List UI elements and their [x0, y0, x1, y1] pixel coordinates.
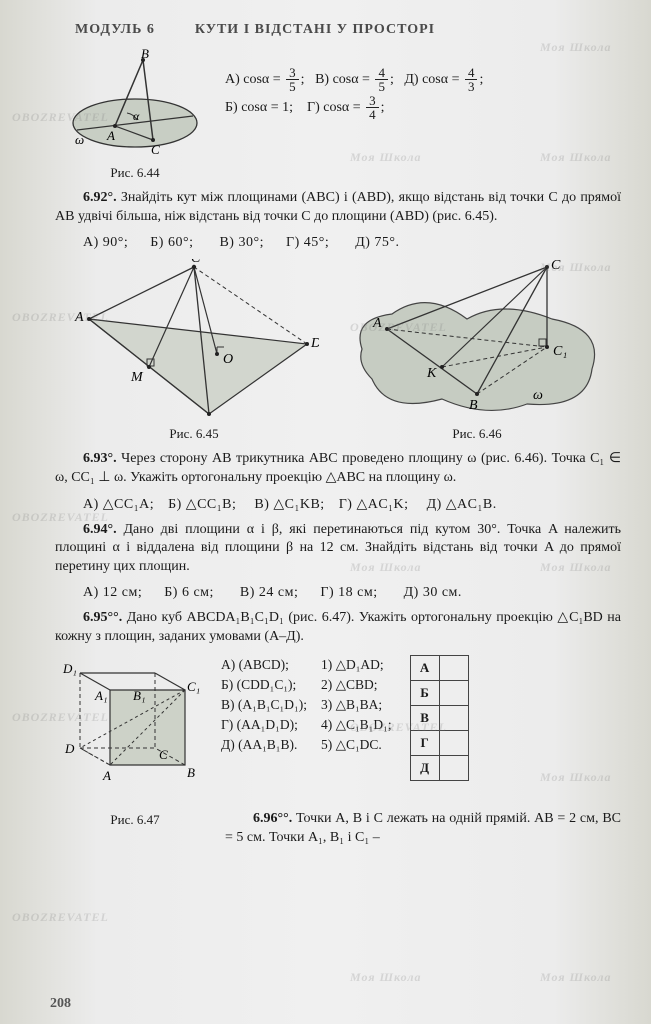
row-fig44: A B C ω α Рис. 6.44 А) cosα = 35; В) cos…: [55, 48, 621, 181]
svg-text:M: M: [130, 370, 144, 385]
answers-6-93: А) △CC₁A; Б) △CC₁B; В) △C₁KB; Г) △AC₁K; …: [83, 496, 621, 513]
svg-text:B: B: [141, 48, 149, 61]
svg-text:O: O: [223, 352, 233, 367]
svg-text:C₁: C₁: [187, 679, 200, 694]
cube-diagram: A B C D A₁ B₁ C₁ D₁: [55, 655, 215, 805]
svg-text:ω: ω: [533, 388, 543, 403]
figure-6-46: A B C C₁ K ω Рис. 6.46: [347, 259, 607, 442]
match-3: 3) △B₁BA;: [321, 695, 392, 715]
match-4: 4) △C₁B₁D₁;: [321, 715, 392, 735]
svg-text:A₁: A₁: [94, 688, 107, 703]
svg-text:D: D: [64, 741, 75, 756]
svg-text:B: B: [187, 765, 195, 780]
figure-6-44-caption: Рис. 6.44: [55, 165, 215, 181]
svg-text:C: C: [159, 747, 168, 762]
svg-text:C: C: [191, 259, 201, 266]
row-fig47: A B C D A₁ B₁ C₁ D₁ Рис. 6.47 А) (ABCD);…: [55, 655, 621, 828]
match-B: Б) (CDD₁C₁);: [221, 675, 307, 695]
row-fig45-46: A B C D M O Рис. 6.45: [55, 259, 621, 442]
figure-6-45-caption: Рис. 6.45: [69, 426, 319, 442]
svg-text:A: A: [372, 316, 382, 331]
answers-6-92: А) 90°;Б) 60°; В) 30°;Г) 45°; Д) 75°.: [83, 235, 621, 251]
svg-text:A: A: [102, 768, 111, 783]
figure-6-44: A B C ω α Рис. 6.44: [55, 48, 215, 181]
svg-text:K: K: [426, 366, 437, 381]
problem-6-94: 6.94°. Дано дві площини α і β, які перет…: [55, 521, 621, 578]
page: МОДУЛЬ 6 КУТИ І ВІДСТАНІ У ПРОСТОРІ A B …: [0, 0, 651, 1024]
svg-text:B: B: [469, 398, 478, 413]
match-5: 5) △C₁DC.: [321, 735, 392, 755]
module-label: МОДУЛЬ 6: [75, 22, 155, 38]
answers-6-91: А) cosα = 35; В) cosα = 45; Д) cosα = 43…: [215, 48, 621, 122]
answers-6-94: А) 12 см;Б) 6 см; В) 24 см;Г) 18 см; Д) …: [83, 585, 621, 601]
svg-text:C: C: [551, 259, 561, 273]
svg-text:B₁: B₁: [133, 688, 145, 703]
svg-text:C: C: [151, 142, 160, 157]
svg-text:D: D: [310, 336, 319, 351]
match-D: Д) (AA₁B₁B).: [221, 735, 307, 755]
match-2: 2) △CBD;: [321, 675, 392, 695]
ellipse-diagram: A B C ω α: [55, 48, 215, 158]
figure-6-45: A B C D M O Рис. 6.45: [69, 259, 319, 442]
svg-text:ω: ω: [75, 132, 84, 147]
svg-text:B: B: [203, 418, 212, 419]
figure-6-47-caption: Рис. 6.47: [55, 812, 215, 828]
tetra-diagram: A B C D M O: [69, 259, 319, 419]
figure-6-46-caption: Рис. 6.46: [347, 426, 607, 442]
match-right-col: 1) △D₁AD; 2) △CBD; 3) △B₁BA; 4) △C₁B₁D₁;…: [321, 655, 392, 781]
page-header: МОДУЛЬ 6 КУТИ І ВІДСТАНІ У ПРОСТОРІ: [55, 0, 621, 44]
page-number: 208: [50, 996, 71, 1012]
svg-text:A: A: [106, 128, 115, 143]
match-grid: А Б В Г Д: [410, 655, 469, 781]
match-G: Г) (AA₁D₁D);: [221, 715, 307, 735]
chapter-title: КУТИ І ВІДСТАНІ У ПРОСТОРІ: [195, 22, 435, 38]
svg-text:C₁: C₁: [553, 344, 567, 359]
plane-omega-diagram: A B C C₁ K ω: [347, 259, 607, 419]
svg-text:α: α: [133, 109, 140, 123]
problem-6-95: 6.95°°. Дано куб ABCDA₁B₁C₁D₁ (рис. 6.47…: [55, 609, 621, 647]
problem-6-93: 6.93°. Через сторону AB трикутника ABC п…: [55, 450, 621, 488]
match-A: А) (ABCD);: [221, 655, 307, 675]
problem-6-92: 6.92°. Знайдіть кут між площинами (ABC) …: [55, 189, 621, 227]
match-1: 1) △D₁AD;: [321, 655, 392, 675]
figure-6-47: A B C D A₁ B₁ C₁ D₁ Рис. 6.47: [55, 655, 215, 828]
match-V: В) (A₁B₁C₁D₁);: [221, 695, 307, 715]
svg-text:A: A: [74, 310, 84, 325]
match-6-95: А) (ABCD); Б) (CDD₁C₁); В) (A₁B₁C₁D₁); Г…: [215, 655, 621, 781]
problem-6-96: 6.96°°. Точки A, B і C лежать на одній п…: [225, 810, 621, 848]
match-left-col: А) (ABCD); Б) (CDD₁C₁); В) (A₁B₁C₁D₁); Г…: [221, 655, 307, 781]
svg-text:D₁: D₁: [62, 661, 77, 676]
